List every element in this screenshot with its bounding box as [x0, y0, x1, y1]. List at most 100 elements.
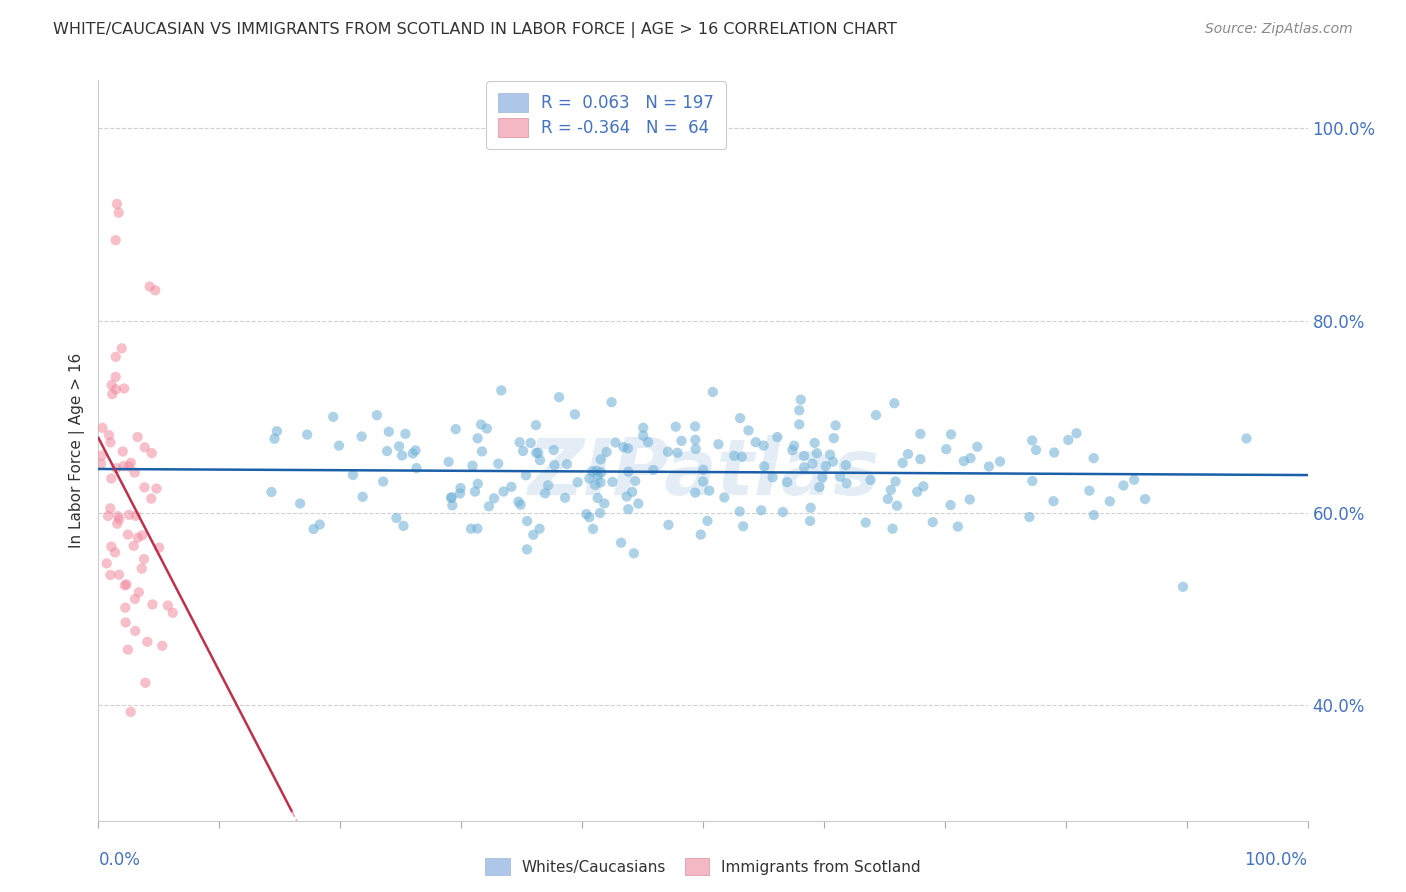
Point — [127, 430, 149, 444]
Point — [783, 439, 806, 453]
Point — [776, 475, 799, 490]
Point — [478, 500, 501, 514]
Text: 0.0%: 0.0% — [98, 851, 141, 869]
Point — [405, 461, 427, 475]
Point — [104, 545, 127, 559]
Point — [564, 407, 586, 421]
Point — [134, 480, 156, 494]
Point — [104, 382, 127, 396]
Point — [90, 449, 112, 463]
Point — [1123, 473, 1146, 487]
Point — [114, 600, 136, 615]
Point — [733, 519, 755, 533]
Point — [578, 471, 600, 485]
Point — [509, 498, 531, 512]
Point — [605, 435, 627, 450]
Point — [534, 486, 557, 500]
Point — [114, 615, 136, 630]
Point — [883, 396, 905, 410]
Point — [793, 449, 815, 463]
Point — [793, 460, 815, 475]
Point — [1043, 445, 1066, 459]
Point — [939, 498, 962, 512]
Point — [449, 486, 471, 500]
Point — [516, 514, 538, 528]
Point — [385, 511, 408, 525]
Point — [595, 445, 617, 459]
Point — [501, 480, 523, 494]
Point — [631, 421, 654, 435]
Text: 100.0%: 100.0% — [1244, 851, 1308, 869]
Point — [582, 522, 605, 536]
Point — [1171, 580, 1194, 594]
Point — [512, 444, 534, 458]
Point — [266, 424, 288, 438]
Point — [127, 531, 149, 545]
Point — [467, 476, 489, 491]
Point — [141, 446, 163, 460]
Point — [1042, 494, 1064, 508]
Point — [624, 474, 647, 488]
Point — [118, 459, 141, 474]
Point — [567, 475, 589, 490]
Point — [1025, 442, 1047, 457]
Point — [782, 443, 804, 458]
Point — [373, 475, 395, 489]
Legend: Whites/Caucasians, Immigrants from Scotland: Whites/Caucasians, Immigrants from Scotl… — [478, 851, 928, 882]
Point — [612, 440, 634, 454]
Point — [548, 390, 571, 404]
Point — [589, 475, 612, 490]
Point — [1078, 483, 1101, 498]
Point — [527, 446, 550, 460]
Point — [959, 492, 981, 507]
Point — [731, 450, 754, 464]
Point — [112, 459, 135, 474]
Point — [392, 519, 415, 533]
Point — [378, 425, 401, 439]
Point — [529, 522, 551, 536]
Point — [302, 522, 325, 536]
Point — [728, 504, 751, 518]
Text: WHITE/CAUCASIAN VS IMMIGRANTS FROM SCOTLAND IN LABOR FORCE | AGE > 16 CORRELATIO: WHITE/CAUCASIAN VS IMMIGRANTS FROM SCOTL… — [53, 22, 897, 38]
Point — [131, 528, 153, 542]
Point — [145, 482, 167, 496]
Point — [583, 478, 606, 492]
Point — [586, 491, 609, 505]
Point — [467, 431, 489, 445]
Point — [467, 522, 489, 536]
Point — [482, 491, 505, 506]
Point — [328, 439, 350, 453]
Point — [637, 435, 659, 450]
Point — [575, 507, 598, 521]
Point — [685, 442, 707, 456]
Text: ZIPatlas: ZIPatlas — [527, 434, 879, 511]
Point — [591, 466, 613, 480]
Point — [105, 516, 128, 531]
Point — [728, 411, 751, 425]
Point — [131, 561, 153, 575]
Point — [633, 429, 655, 443]
Point — [665, 419, 688, 434]
Point — [1236, 431, 1258, 445]
Point — [939, 427, 962, 442]
Point — [437, 455, 460, 469]
Point — [744, 435, 766, 450]
Point — [464, 484, 486, 499]
Point — [824, 418, 846, 433]
Point — [141, 598, 163, 612]
Point — [104, 233, 127, 247]
Point — [891, 456, 914, 470]
Point — [524, 446, 547, 460]
Point — [508, 494, 530, 508]
Point — [772, 505, 794, 519]
Point — [402, 446, 425, 460]
Point — [444, 422, 467, 436]
Point — [799, 514, 821, 528]
Point — [749, 503, 772, 517]
Point — [713, 491, 735, 505]
Point — [108, 512, 131, 526]
Point — [787, 403, 810, 417]
Point — [97, 508, 120, 523]
Point — [657, 517, 679, 532]
Point — [124, 591, 146, 606]
